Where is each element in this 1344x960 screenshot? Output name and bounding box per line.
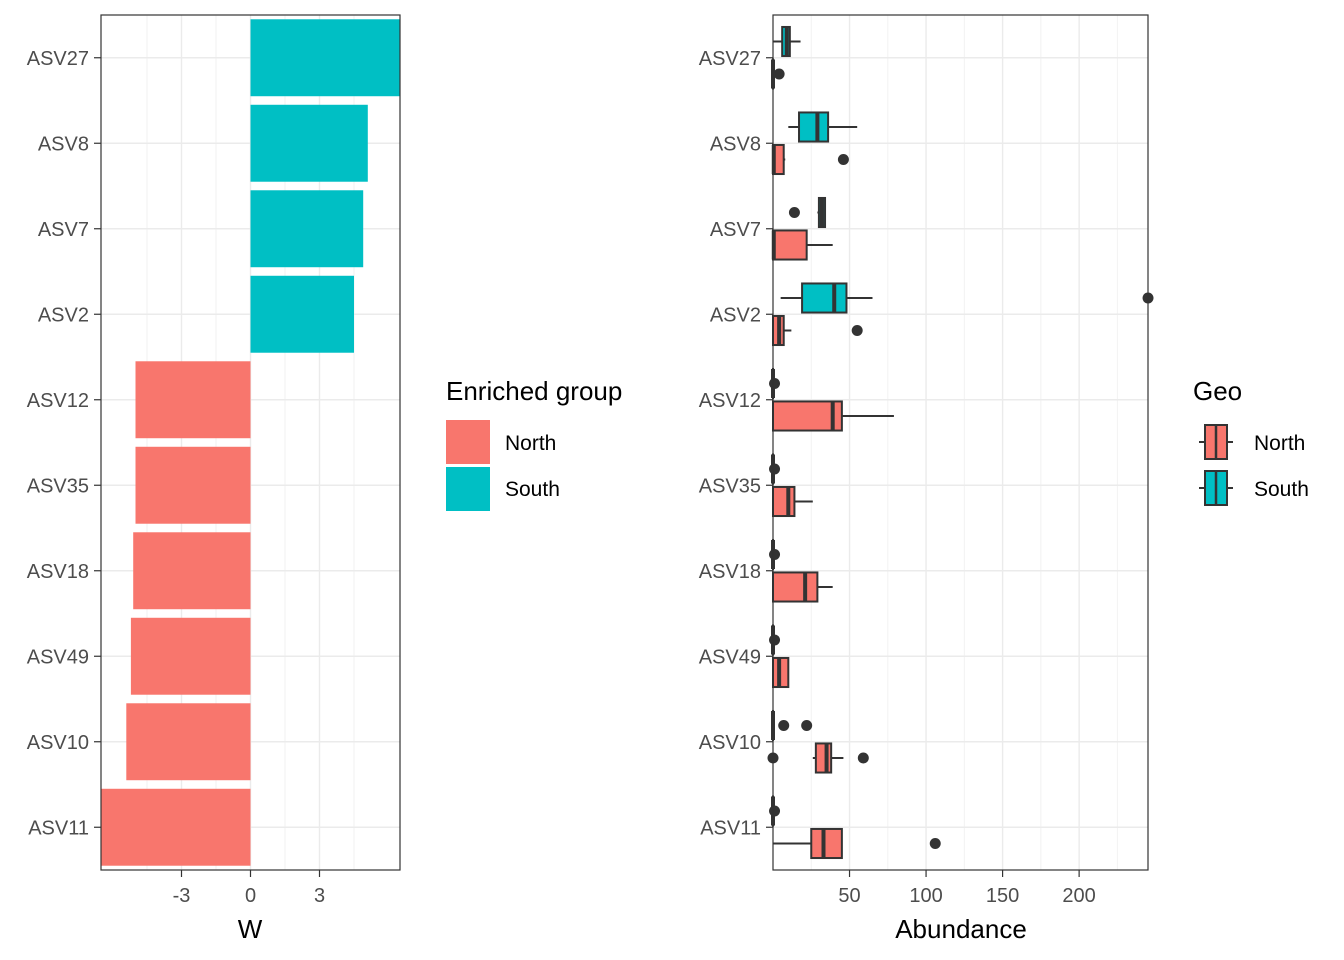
y-tick-label-asv27: ASV27 — [27, 48, 89, 70]
outlier-point — [769, 549, 781, 561]
bar-asv49 — [130, 617, 251, 695]
y-tick-label-asv2: ASV2 — [710, 304, 761, 326]
box-iqr — [798, 111, 830, 143]
boxplot-x-ticks: 50 100 150 200 — [838, 870, 1096, 907]
x-tick-label: 3 — [314, 885, 325, 907]
bar-asv12 — [135, 361, 251, 439]
bar-asv2 — [250, 275, 354, 353]
y-tick-label-asv11: ASV11 — [700, 817, 761, 839]
bar-asv18 — [133, 532, 251, 610]
box-iqr — [772, 485, 796, 518]
outlier-point — [788, 207, 800, 219]
enriched-group-legend: Enriched group North South — [446, 376, 622, 511]
box-north-asv7 — [771, 229, 833, 261]
x-tick-label: 100 — [909, 885, 942, 907]
y-tick-label-asv7: ASV7 — [38, 219, 89, 241]
box-north-asv49 — [772, 656, 790, 689]
box-iqr — [772, 229, 808, 261]
box-iqr — [801, 282, 848, 314]
boxplot-border — [772, 14, 1149, 871]
bar-chart-panel: ASV27 ASV8 ASV7 ASV2 ASV12 ASV35 ASV18 ASV49 ASV… — [27, 14, 401, 944]
y-tick-label-asv8: ASV8 — [38, 133, 89, 155]
legend-key-south — [446, 467, 490, 511]
box-south-asv8 — [788, 111, 858, 143]
legend-key-south-box — [1199, 470, 1233, 506]
bar-asv10 — [126, 703, 251, 781]
box-south-asv2 — [780, 282, 1154, 314]
boxplot-panel: ASV27 ASV8 ASV7 ASV2 ASV12 ASV35 ASV18 ASV49 ASV… — [699, 14, 1154, 944]
outlier-point — [769, 805, 781, 817]
x-tick-label: 200 — [1062, 885, 1095, 907]
geo-legend: Geo North South — [1193, 376, 1309, 506]
y-tick-label-asv8: ASV8 — [710, 133, 761, 155]
y-tick-label-asv27: ASV27 — [699, 48, 761, 70]
boxplot-background — [773, 15, 1148, 870]
legend-key-north-box — [1199, 424, 1233, 460]
y-tick-label-asv10: ASV10 — [699, 732, 761, 754]
outlier-point — [857, 752, 869, 764]
y-tick-label-asv49: ASV49 — [27, 646, 89, 668]
legend-label-south: South — [505, 478, 560, 501]
y-tick-label-asv11: ASV11 — [28, 817, 89, 839]
y-tick-label-asv49: ASV49 — [699, 646, 761, 668]
bar-chart-y-ticks: ASV27 ASV8 ASV7 ASV2 ASV12 ASV35 ASV18 ASV49 ASV… — [27, 48, 101, 839]
bar-asv7 — [250, 190, 364, 268]
outlier-point — [769, 463, 781, 475]
box-iqr — [810, 827, 843, 860]
bar-chart-bars — [101, 19, 400, 866]
outlier-point — [778, 720, 790, 732]
boxplot-x-axis-title: Abundance — [895, 914, 1027, 944]
y-tick-label-asv18: ASV18 — [27, 561, 89, 583]
outlier-point — [851, 324, 863, 336]
y-tick-label-asv35: ASV35 — [699, 475, 761, 497]
outlier-point — [929, 837, 941, 849]
bar-chart-x-axis-title: W — [238, 914, 263, 944]
box-south-asv27 — [773, 25, 801, 58]
y-tick-label-asv2: ASV2 — [38, 304, 89, 326]
y-tick-label-asv18: ASV18 — [699, 561, 761, 583]
bar-asv8 — [250, 104, 368, 182]
x-tick-label: 150 — [986, 885, 1019, 907]
geo-legend-label-north: North — [1254, 432, 1305, 455]
legend-key-north — [446, 420, 490, 464]
enriched-group-legend-title: Enriched group — [446, 376, 622, 406]
box-iqr — [814, 742, 833, 774]
geo-legend-label-south: South — [1254, 478, 1309, 501]
bar-asv35 — [135, 446, 251, 524]
y-tick-label-asv12: ASV12 — [699, 390, 761, 412]
x-tick-label: -3 — [173, 885, 191, 907]
y-tick-label-asv10: ASV10 — [27, 732, 89, 754]
box-iqr — [772, 571, 819, 603]
y-tick-label-asv12: ASV12 — [27, 390, 89, 412]
boxplot-y-ticks: ASV27 ASV8 ASV7 ASV2 ASV12 ASV35 ASV18 ASV49 ASV… — [699, 48, 773, 839]
box-north-asv11 — [773, 827, 941, 860]
x-tick-label: 0 — [245, 885, 256, 907]
outlier-point — [801, 720, 813, 732]
box-south-asv7 — [788, 196, 827, 229]
outlier-point — [769, 378, 781, 390]
outlier-point — [769, 634, 781, 646]
outlier-point — [773, 68, 785, 80]
box-north-asv2 — [772, 314, 863, 347]
box-north-asv35 — [772, 485, 813, 518]
y-tick-label-asv7: ASV7 — [710, 219, 761, 241]
bar-asv11 — [101, 788, 251, 866]
bar-asv27 — [250, 19, 400, 97]
x-tick-label: 50 — [838, 885, 860, 907]
box-north-asv10 — [767, 742, 869, 774]
y-tick-label-asv35: ASV35 — [27, 475, 89, 497]
bar-chart-x-ticks: -3 0 3 — [173, 870, 325, 907]
legend-label-north: North — [505, 432, 556, 455]
geo-legend-title: Geo — [1193, 376, 1242, 406]
outlier-point — [837, 153, 849, 165]
